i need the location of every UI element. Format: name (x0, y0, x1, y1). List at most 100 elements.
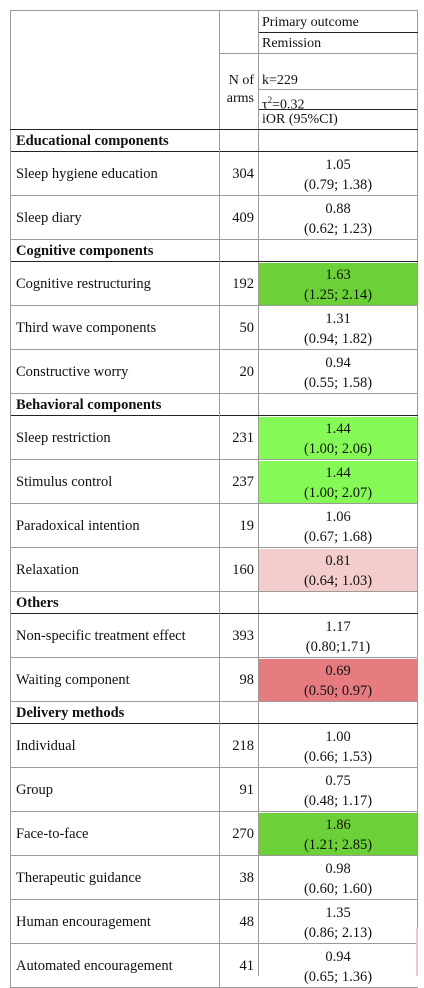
header-n-column-border (219, 10, 220, 130)
header-left-border (10, 10, 11, 130)
row-n-arms: 48 (239, 914, 255, 930)
section-row: Behavioral components (10, 394, 418, 416)
row-column-border (10, 812, 11, 856)
row-estimate: 1.06 (325, 508, 351, 525)
row-column-border (219, 856, 220, 900)
row-rule (10, 591, 418, 592)
row-ior-cell: 0.81 (0.64; 1.03) (259, 549, 417, 592)
row-column-border (10, 944, 11, 988)
row-ci: (1.00; 2.06) (303, 440, 373, 457)
row-estimate: 0.81 (325, 552, 351, 569)
stat-tau-rule (259, 109, 417, 110)
header-top-rule (10, 10, 418, 11)
section-label: Others (16, 595, 59, 611)
table-row: Waiting component 98 0.69 (0.50; 0.97) (10, 658, 418, 702)
row-estimate: 0.75 (325, 772, 351, 789)
row-rule (10, 855, 418, 856)
row-column-border (10, 130, 11, 152)
row-n-arms: 91 (239, 782, 255, 798)
row-column-border (10, 658, 11, 702)
row-ior-cell: 1.35 (0.86; 2.13) (259, 901, 417, 944)
row-rule (10, 811, 418, 812)
row-ci: (1.21; 2.85) (303, 836, 373, 853)
row-label: Non-specific treatment effect (16, 628, 186, 644)
row-rule (10, 393, 418, 394)
row-column-border (219, 394, 220, 416)
column-title-rule (258, 32, 418, 33)
header-right-border (417, 10, 418, 976)
row-column-border (10, 768, 11, 812)
table-row: Human encouragement 48 1.35 (0.86; 2.13) (10, 900, 418, 944)
row-rule (10, 767, 418, 768)
column-title: Primary outcome (262, 15, 359, 30)
table-row: Relaxation 160 0.81 (0.64; 1.03) (10, 548, 418, 592)
row-n-arms: 19 (239, 518, 255, 534)
row-rule (10, 943, 418, 944)
row-estimate: 1.44 (325, 420, 351, 437)
row-estimate: 1.44 (325, 464, 351, 481)
row-column-border (10, 614, 11, 658)
row-column-border (10, 702, 11, 724)
row-ci: (0.94; 1.82) (303, 330, 373, 347)
row-ci: (0.67; 1.68) (303, 528, 373, 545)
row-ior-cell: 1.31 (0.94; 1.82) (259, 307, 417, 350)
column-subtitle: Remission (262, 36, 322, 51)
row-column-border (10, 548, 11, 592)
row-label: Automated encouragement (16, 958, 173, 974)
row-rule (10, 195, 418, 196)
row-ci: (0.64; 1.03) (303, 572, 373, 589)
row-label: Sleep hygiene education (16, 166, 158, 182)
row-column-border (219, 592, 220, 614)
table-row: Sleep diary 409 0.88 (0.62; 1.23) (10, 196, 418, 240)
row-label: Individual (16, 738, 76, 754)
row-n-arms: 237 (232, 474, 254, 490)
n-arms-label-line2: arms (226, 91, 254, 106)
row-label: Paradoxical intention (16, 518, 140, 534)
row-label: Constructive worry (16, 364, 129, 380)
table-row: Face-to-face 270 1.86 (1.21; 2.85) (10, 812, 418, 856)
row-column-border (219, 152, 220, 196)
row-column-border (219, 306, 220, 350)
row-ior-cell: 1.05 (0.79; 1.38) (259, 153, 417, 196)
row-ior-cell: 0.98 (0.60; 1.60) (259, 857, 417, 900)
header-bottom-rule (10, 129, 418, 130)
row-column-border (219, 262, 220, 306)
row-n-arms: 98 (239, 672, 255, 688)
row-rule (10, 657, 418, 658)
row-column-border (219, 658, 220, 702)
row-estimate: 1.05 (325, 156, 351, 173)
row-column-border (219, 460, 220, 504)
row-column-border (219, 702, 220, 724)
section-row: Cognitive components (10, 240, 418, 262)
row-column-border (10, 416, 11, 460)
results-table: Primary outcome Remission N of arms k=22… (10, 10, 418, 988)
subtitle-rule (220, 53, 417, 54)
row-rule (10, 547, 418, 548)
table-row: Therapeutic guidance 38 0.98 (0.60; 1.60) (10, 856, 418, 900)
row-estimate: 1.35 (325, 904, 351, 921)
row-label: Waiting component (16, 672, 130, 688)
row-estimate: 1.00 (325, 728, 351, 745)
row-estimate: 0.94 (325, 948, 351, 965)
row-column-border (10, 900, 11, 944)
row-ci: (0.48; 1.17) (303, 792, 373, 809)
stat-tau: τ2=0.32 (262, 92, 305, 114)
stat-ior: iOR (95%CI) (262, 112, 338, 127)
row-ci: (0.55; 1.58) (303, 374, 373, 391)
section-label: Delivery methods (16, 705, 125, 721)
table-row: Cognitive restructuring 192 1.63 (1.25; 2.1… (10, 262, 418, 306)
table-row: Sleep restriction 231 1.44 (1.00; 2.06) (10, 416, 418, 460)
stat-k-rule (259, 89, 417, 90)
row-label: Sleep diary (16, 210, 82, 226)
row-column-border (10, 592, 11, 614)
row-column-border (219, 812, 220, 856)
row-ci: (0.50; 0.97) (303, 682, 373, 699)
row-ior-cell: 1.17 (0.80;1.71) (259, 615, 417, 658)
row-column-border (219, 900, 220, 944)
row-rule (10, 239, 418, 240)
row-ci: (0.65; 1.36) (303, 968, 373, 985)
row-ci: (0.79; 1.38) (303, 176, 373, 193)
row-ci: (0.80;1.71) (305, 638, 371, 655)
row-ci: (0.60; 1.60) (303, 880, 373, 897)
table-row: Automated encouragement 41 0.94 (0.65; 1.36… (10, 944, 418, 988)
